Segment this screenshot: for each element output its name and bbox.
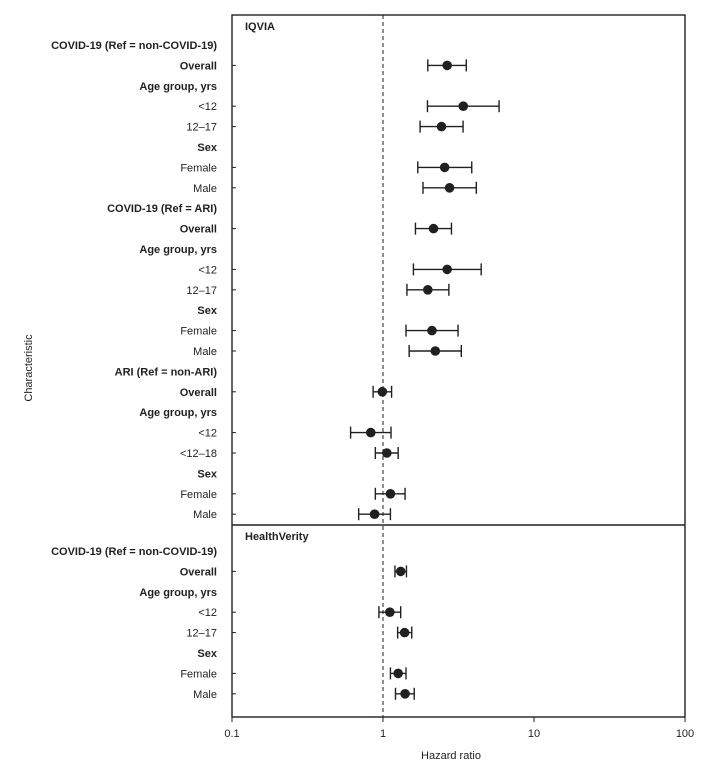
row-header-label: Sex	[197, 142, 217, 154]
row-label: Female	[180, 326, 217, 338]
point-estimate	[385, 607, 395, 617]
row-label: 12–17	[186, 122, 217, 134]
x-tick-label: 1	[380, 728, 386, 740]
point-estimate	[442, 264, 452, 275]
panel-title: HealthVerity	[245, 531, 309, 543]
row-label: Overall	[180, 566, 217, 578]
x-tick-label: 100	[676, 728, 694, 740]
x-axis-label: Hazard ratio	[421, 750, 481, 762]
point-estimate	[458, 101, 469, 111]
row-label: 12–17	[186, 285, 217, 297]
plot-border	[231, 14, 686, 718]
point-estimate	[369, 509, 380, 519]
point-estimate	[395, 566, 406, 577]
row-header-label: ARI (Ref = non-ARI)	[115, 366, 218, 378]
plot-frame	[231, 14, 686, 718]
row-label: 12–17	[186, 628, 217, 640]
row-label: <12	[198, 607, 217, 619]
x-tick-label: 10	[528, 728, 540, 740]
point-estimate	[422, 285, 433, 295]
point-estimate	[385, 489, 396, 499]
row-label: Overall	[180, 224, 217, 236]
row-label: Male	[193, 689, 217, 701]
row-header-label: Sex	[197, 305, 217, 317]
row-label: Male	[193, 509, 217, 521]
row-label: Overall	[180, 60, 217, 72]
row-header-label: Sex	[197, 648, 217, 660]
point-estimate	[436, 121, 447, 132]
point-estimate	[428, 223, 439, 234]
row-label: Female	[180, 162, 217, 174]
row-label: Overall	[180, 387, 217, 399]
point-estimate	[439, 162, 450, 173]
point-estimate	[393, 668, 403, 679]
row-header-label: Age group, yrs	[139, 244, 217, 256]
point-estimate	[377, 387, 388, 397]
row-label: <12–18	[180, 448, 217, 460]
row-header-label: Age group, yrs	[139, 587, 217, 599]
point-estimate	[400, 689, 410, 699]
row-label: Male	[193, 346, 217, 358]
row-label: Male	[193, 183, 217, 195]
row-header-label: Sex	[197, 468, 217, 480]
row-header-label: COVID-19 (Ref = non-COVID-19)	[51, 40, 217, 52]
point-estimate	[382, 448, 392, 458]
row-label: Female	[180, 668, 217, 680]
point-estimate	[444, 183, 455, 193]
point-estimate	[399, 627, 410, 638]
row-header-label: Age group, yrs	[139, 407, 217, 419]
row-label: <12	[198, 264, 217, 276]
point-estimate	[365, 427, 376, 438]
row-label: <12	[198, 101, 217, 113]
x-tick-label: 0.1	[224, 728, 239, 740]
point-estimate	[430, 346, 441, 356]
row-label: Female	[180, 489, 217, 501]
row-header-label: Age group, yrs	[139, 81, 217, 93]
row-layer: IQVIA COVID-19 (Ref = non-COVID-19) Overal…	[51, 21, 500, 701]
row-label: <12	[198, 428, 217, 440]
y-axis-label: Characteristic	[23, 334, 35, 402]
panel-title: IQVIA	[245, 21, 275, 33]
row-header-label: COVID-19 (Ref = non-COVID-19)	[51, 546, 217, 558]
point-estimate	[442, 60, 452, 71]
row-header-label: COVID-19 (Ref = ARI)	[107, 203, 217, 215]
x-axis: 0.1 1 10 100	[224, 717, 694, 740]
point-estimate	[427, 325, 437, 336]
